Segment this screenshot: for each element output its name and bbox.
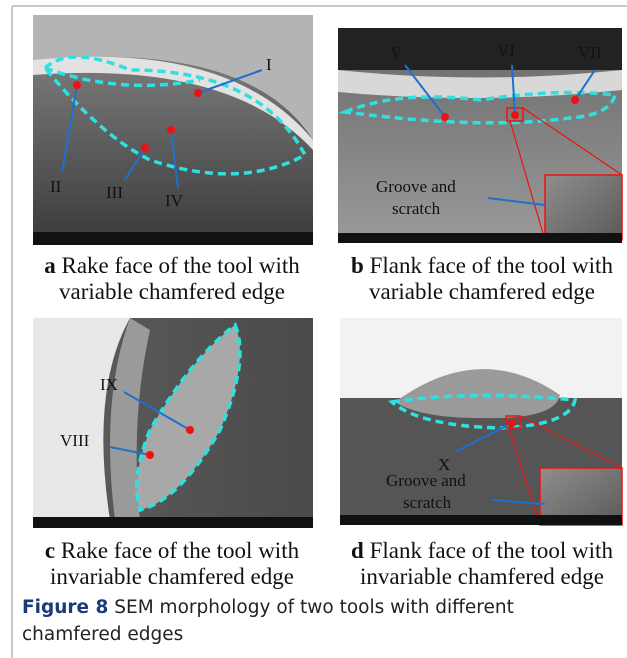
point-label: III: [106, 183, 123, 202]
point-label: VIII: [60, 431, 90, 450]
panel-a-image: [33, 15, 313, 245]
panel-c-image: [33, 318, 313, 528]
caption-line: invariable chamfered edge: [360, 564, 604, 589]
note-label: scratch: [392, 199, 441, 218]
caption-line: Flank face of the tool with: [370, 253, 614, 278]
figure-caption: Figure 8 SEM morphology of two tools wit…: [22, 594, 612, 648]
panel-caption: c Rake face of the tool with: [45, 538, 300, 563]
panel-caption: a Rake face of the tool with: [44, 253, 300, 278]
note-label: Groove and: [376, 177, 456, 196]
point-label: I: [266, 55, 272, 74]
note-label: scratch: [403, 493, 452, 512]
point-label: V: [390, 43, 403, 62]
point-label: VII: [578, 43, 602, 62]
panel-letter: b: [351, 253, 364, 278]
point-label: IV: [165, 191, 184, 210]
point-label: IX: [100, 375, 118, 394]
point-label: II: [50, 177, 62, 196]
figure-label: Figure 8: [22, 597, 108, 618]
panel-letter: a: [44, 253, 56, 278]
panel-caption: b Flank face of the tool with: [351, 253, 613, 278]
panel-letter: d: [351, 538, 364, 563]
point-label: VI: [497, 41, 515, 60]
figure-frame: {"panels":[ {"letter":"a","caption":["Ra…: [0, 0, 627, 658]
note-label: Groove and: [386, 471, 466, 490]
caption-line: variable chamfered edge: [369, 279, 595, 304]
caption-line: Flank face of the tool with: [370, 538, 614, 563]
caption-line: Rake face of the tool with: [62, 253, 301, 278]
caption-line: variable chamfered edge: [59, 279, 285, 304]
caption-line: invariable chamfered edge: [50, 564, 294, 589]
panel-d-image: [340, 318, 622, 525]
caption-line: Rake face of the tool with: [61, 538, 300, 563]
panel-caption: d Flank face of the tool with: [351, 538, 613, 563]
figure: I II III IV V VI VII Groove and scratch …: [0, 0, 627, 658]
panel-letter: c: [45, 538, 55, 563]
